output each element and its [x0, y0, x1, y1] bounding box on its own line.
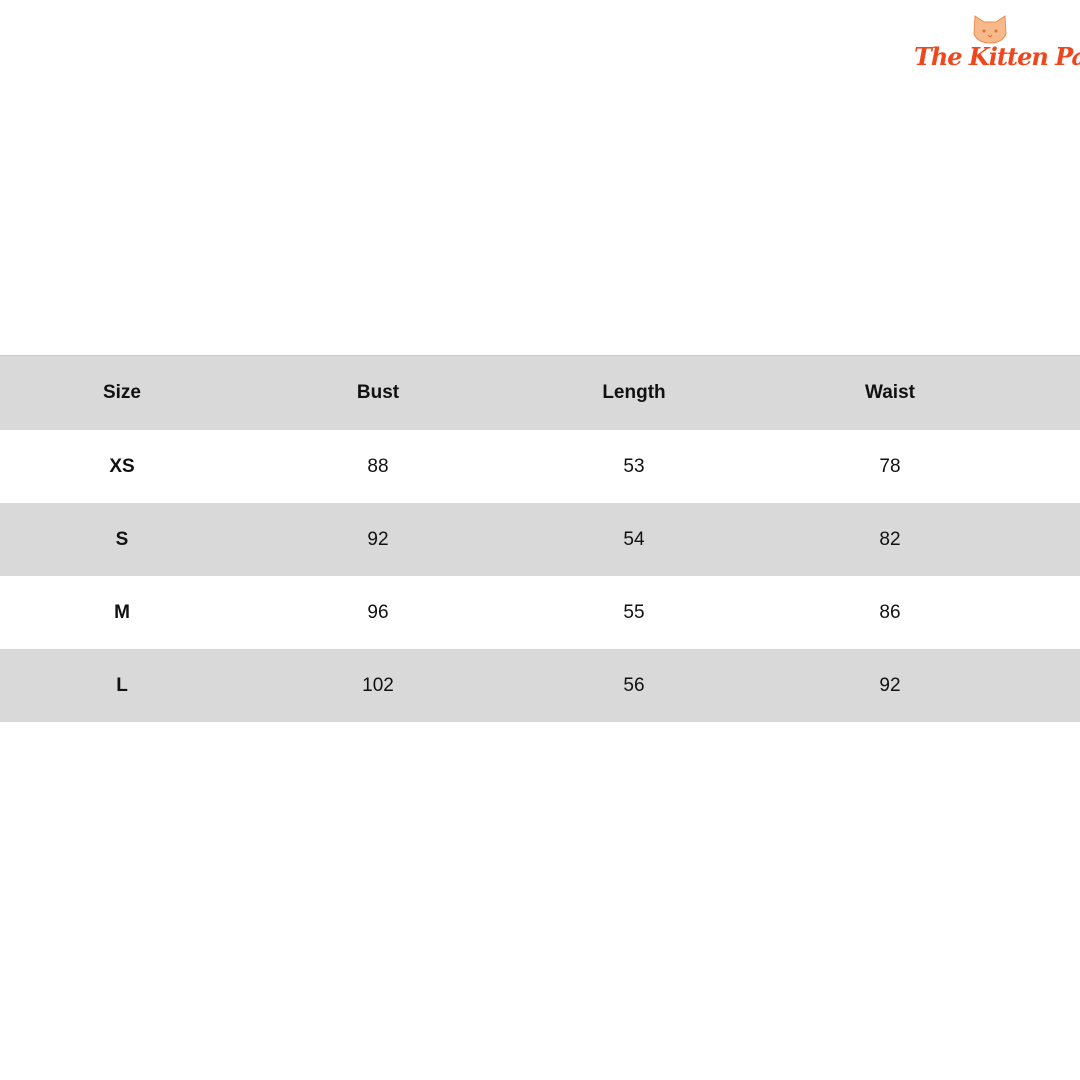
waist-cell: 82 — [879, 528, 901, 550]
bust-cell: 92 — [367, 528, 389, 550]
size-cell: M — [114, 601, 130, 623]
waist-cell: 86 — [879, 601, 901, 623]
header-waist: Waist — [865, 382, 915, 403]
header-bust: Bust — [356, 382, 400, 403]
bust-cell: 88 — [367, 455, 389, 477]
table-header-row: Size Bust Length Waist — [0, 356, 1080, 430]
bust-cell: 96 — [367, 601, 389, 623]
table-row: M 96 55 86 — [0, 576, 1080, 649]
size-cell: L — [116, 674, 128, 696]
length-cell: 53 — [623, 455, 645, 477]
waist-cell: 78 — [879, 455, 901, 477]
length-cell: 56 — [623, 674, 645, 696]
length-cell: 55 — [623, 601, 645, 623]
size-chart-table: Size Bust Length Waist XS 88 53 78 S 92 … — [0, 355, 1080, 722]
brand-logo: The Kitten Park — [914, 12, 1080, 78]
bust-cell: 102 — [362, 674, 394, 696]
cat-face-icon — [973, 15, 1007, 44]
table-row: XS 88 53 78 — [0, 430, 1080, 503]
brand-name: The Kitten Park — [914, 42, 1080, 71]
table-row: L 102 56 92 — [0, 649, 1080, 722]
header-length: Length — [602, 382, 666, 403]
waist-cell: 92 — [879, 674, 901, 696]
header-size: Size — [102, 382, 142, 403]
table-row: S 92 54 82 — [0, 503, 1080, 576]
size-cell: XS — [109, 455, 135, 477]
length-cell: 54 — [623, 528, 645, 550]
size-cell: S — [115, 528, 129, 550]
